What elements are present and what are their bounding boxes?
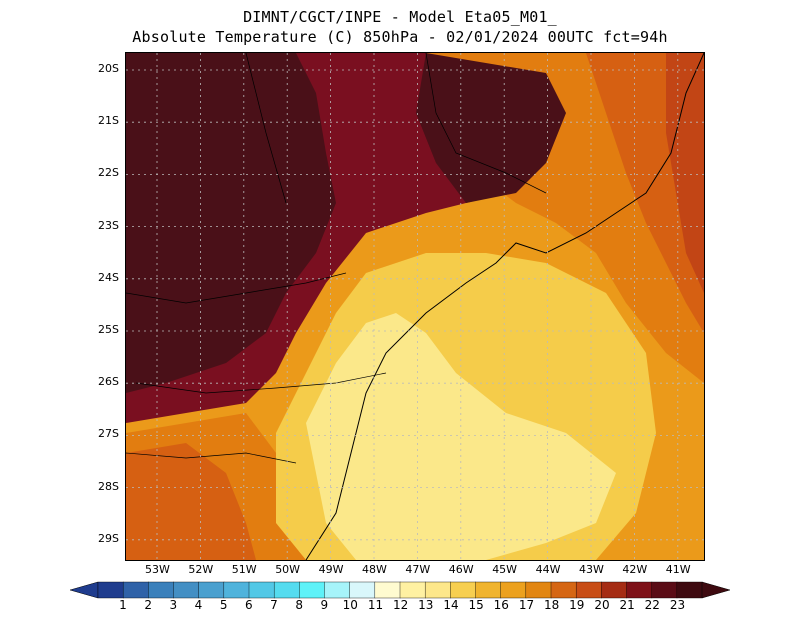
colorbar-swatch [223, 581, 250, 599]
lon-label: 42W [622, 563, 648, 576]
temperature-field-map [126, 53, 704, 560]
colorbar-low-arrow [70, 581, 99, 599]
state-borders [126, 53, 547, 464]
lon-label: 43W [579, 563, 604, 576]
lat-label: 28S [98, 479, 119, 493]
colorbar-swatch [299, 581, 325, 599]
lon-label: 41W [665, 563, 691, 576]
colorbar-swatch [173, 581, 200, 599]
gridlines [126, 53, 704, 560]
colorbar-swatch [148, 581, 175, 599]
field-dark-orange-south [126, 443, 256, 560]
colorbar-swatch [424, 581, 451, 599]
colorbar-swatch [399, 581, 426, 599]
colorbar-swatch [122, 581, 149, 599]
colorbar [70, 581, 730, 599]
colorbar-swatch [248, 581, 275, 599]
colorbar-swatch [374, 581, 401, 599]
colorbar-high-arrow [701, 581, 730, 599]
lon-label: 44W [535, 563, 561, 576]
colorbar-label: 3 [169, 598, 178, 612]
colorbar-label: 18 [544, 598, 560, 612]
colorbar-swatch [273, 581, 300, 599]
chart-title-line2: Absolute Temperature (C) 850hPa - 02/01/… [132, 28, 668, 46]
colorbar-label: 11 [367, 598, 384, 612]
lat-label: 21S [98, 114, 119, 128]
lat-label: 29S [98, 531, 119, 545]
colorbar-swatch [550, 581, 577, 599]
lat-label: 26S [98, 375, 119, 389]
colorbar-label: 19 [569, 598, 585, 612]
field-red-east [666, 53, 704, 293]
coastline [305, 53, 704, 560]
colorbar-label: 4 [194, 598, 203, 612]
colorbar-swatch [349, 581, 376, 599]
colorbar-label: 16 [493, 598, 509, 612]
lat-label: 27S [98, 427, 119, 441]
colorbar-label: 17 [518, 598, 535, 612]
colorbar-label: 12 [393, 598, 409, 612]
lon-label: 46W [448, 563, 474, 576]
colorbar-swatch [676, 581, 703, 599]
lat-label: 23S [98, 218, 119, 232]
lat-label: 22S [98, 166, 119, 180]
colorbar-swatch [475, 581, 502, 599]
colorbar-label: 5 [219, 598, 228, 612]
colorbar-label: 7 [270, 598, 278, 612]
colorbar-label: 9 [320, 598, 329, 612]
colorbar-label: 15 [468, 598, 484, 612]
colorbar-swatch [500, 581, 527, 599]
colorbar-swatch [651, 581, 678, 599]
colorbar-swatch [626, 581, 653, 599]
lon-label: 49W [318, 563, 344, 576]
lon-label: 50W [275, 563, 301, 576]
lat-label: 25S [98, 323, 119, 336]
field-hot-core-ne [416, 53, 566, 203]
colorbar-label: 2 [144, 598, 152, 612]
lat-label: 20S [98, 62, 119, 75]
field-hot-core [126, 53, 336, 393]
colorbar-label: 13 [418, 598, 434, 612]
colorbar-label: 1 [119, 598, 127, 612]
colorbar-swatch [525, 581, 552, 599]
lon-label: 48W [362, 563, 387, 576]
colorbar-swatch [97, 581, 124, 599]
colorbar-label: 23 [669, 598, 686, 612]
colorbar-label: 14 [443, 598, 459, 612]
lon-label: 45W [492, 563, 518, 576]
lat-label: 24S [98, 270, 119, 284]
lon-label: 52W [188, 563, 214, 576]
colorbar-swatch [450, 581, 477, 599]
colorbar-label: 10 [342, 598, 358, 612]
colorbar-swatch [324, 581, 351, 599]
colorbar-swatch [601, 581, 627, 599]
colorbar-label: 21 [619, 598, 635, 612]
map-frame [125, 52, 705, 561]
lon-label: 53W [145, 563, 170, 576]
chart-title-line1: DIMNT/CGCT/INPE - Model Eta05_M01_ [243, 8, 557, 26]
colorbar-swatch [575, 581, 602, 599]
colorbar-swatch [198, 581, 225, 599]
field-light-yellow [306, 313, 616, 560]
lon-label: 47W [405, 563, 431, 576]
colorbar-label: 22 [644, 598, 660, 612]
colorbar-label: 20 [594, 598, 610, 612]
colorbar-label: 8 [295, 598, 303, 612]
lon-label: 51W [231, 563, 257, 576]
colorbar-label: 6 [245, 598, 253, 612]
